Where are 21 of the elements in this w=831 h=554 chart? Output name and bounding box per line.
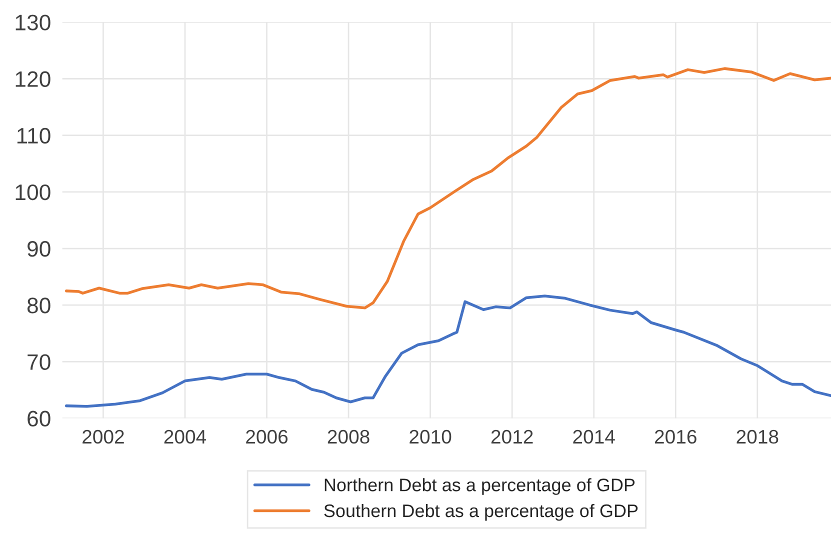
line-series — [65, 294, 831, 408]
x-tick-label: 2008 — [328, 430, 370, 444]
y-tick-label: 110 — [17, 128, 50, 144]
x-tick-label: 2018 — [736, 430, 778, 444]
y-tick-label: 130 — [16, 14, 50, 30]
y-tick-label: 80 — [27, 298, 50, 314]
x-tick-label: 2010 — [410, 430, 452, 444]
line-series — [65, 67, 831, 310]
x-tick-label: 2006 — [246, 430, 288, 444]
legend-label: Northern Debt as a percentage of GDP — [324, 478, 635, 495]
y-tick-label: 90 — [28, 241, 50, 257]
x-tick-label: 2002 — [82, 430, 124, 444]
y-tick-label: 120 — [16, 71, 50, 88]
legend-label: Southern Debt as a percentage of GDP — [324, 504, 638, 521]
y-tick-label: 100 — [16, 184, 50, 200]
y-tick-label: 60 — [28, 410, 50, 427]
x-tick-label: 2004 — [164, 430, 206, 444]
x-tick-label: 2012 — [491, 430, 533, 444]
x-tick-label: 2014 — [573, 430, 615, 444]
x-tick-label: 2016 — [654, 430, 696, 444]
y-tick-label: 70 — [28, 354, 50, 370]
